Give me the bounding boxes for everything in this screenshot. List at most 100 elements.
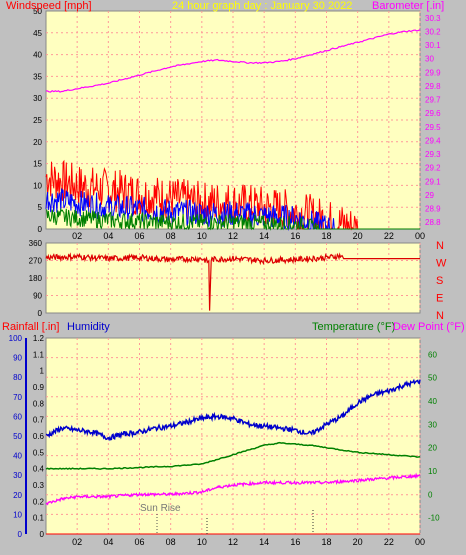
rain-tick-label: 0.6: [33, 432, 45, 441]
rain-tick-label: 0: [40, 530, 45, 539]
humidity-tick-label: 90: [13, 354, 22, 363]
rain-tick-label: 1.2: [33, 334, 45, 343]
hour-axis-ticks-top: 02 04 06 08 10 12 14 16 18 20 22 00: [72, 231, 425, 241]
barometer-tick-label: 29.8: [425, 82, 441, 91]
wind-tick-label: 15: [33, 160, 42, 169]
rain-tick-label: 1.1: [33, 350, 45, 359]
barometer-tick-label: 29.3: [425, 150, 441, 159]
wind-tick-label: 20: [33, 138, 42, 147]
barometer-line: [45, 29, 421, 93]
temperature-line: [45, 441, 421, 470]
rain-tick-label: 0.8: [33, 399, 45, 408]
direction-tick-label: 180: [29, 274, 43, 283]
rain-tick-label: 0.1: [33, 514, 45, 523]
barometer-tick-label: 30.1: [425, 41, 441, 50]
wind-tick-label: 5: [38, 203, 43, 212]
hour-tick-label: 12: [228, 537, 238, 547]
barometer-tick-label: 29.1: [425, 177, 441, 186]
hour-tick-label: 02: [72, 231, 82, 241]
temperature-tick-label: 30: [428, 420, 437, 429]
hour-tick-label: 18: [321, 231, 331, 241]
hour-tick-label: 20: [353, 231, 363, 241]
temperature-label: Temperature (°F): [312, 321, 395, 333]
sunrise-label: Sun Rise: [140, 503, 181, 514]
wind-tick-label: 35: [33, 72, 42, 81]
humidity-tick-label: 40: [13, 452, 22, 461]
humidity-tick-label: 10: [13, 510, 22, 519]
rain-tick-label: 0.7: [33, 416, 45, 425]
hour-tick-label: 00: [415, 537, 425, 547]
hour-tick-label: 02: [72, 537, 82, 547]
barometer-tick-label: 30: [425, 55, 434, 64]
barometer-tick-label: 28.9: [425, 205, 441, 214]
temperature-tick-label: -10: [428, 514, 440, 523]
hour-tick-label: 22: [384, 231, 394, 241]
rainfall-label: Rainfall [.in]: [2, 321, 59, 333]
wind-tick-label: 10: [33, 181, 42, 190]
compass-label: E: [436, 293, 443, 305]
barometer-tick-label: 28.8: [425, 218, 441, 227]
hour-tick-label: 10: [197, 537, 207, 547]
hour-tick-label: 04: [103, 537, 113, 547]
barometer-tick-label: 29.2: [425, 164, 441, 173]
barometer-label: Barometer [.in]: [372, 0, 444, 12]
hour-tick-label: 12: [228, 231, 238, 241]
rain-tick-label: 0.5: [33, 448, 45, 457]
barometer-tick-label: 29.5: [425, 123, 441, 132]
humidity-label: Humidity: [67, 321, 110, 333]
barometer-tick-label: 29.7: [425, 96, 441, 105]
barometer-tick-label: 29: [425, 191, 434, 200]
humidity-tick-label: 20: [13, 491, 22, 500]
hour-tick-label: 06: [134, 231, 144, 241]
hour-tick-label: 08: [166, 231, 176, 241]
barometer-axis-ticks: 30.3 30.2 30.1 30 29.9 29.8 29.7 29.6 29.5 29.4 29…: [425, 14, 441, 227]
wind-series: [45, 29, 421, 231]
dewpoint-label: Dew Point (°F): [393, 321, 465, 333]
hour-tick-label: 14: [259, 231, 269, 241]
hour-tick-label: 08: [166, 537, 176, 547]
hour-tick-label: 00: [415, 231, 425, 241]
hour-tick-label: 10: [197, 231, 207, 241]
compass-label: N: [436, 310, 444, 322]
humidity-tick-label: 30: [13, 471, 22, 480]
humidity-tick-label: 50: [13, 432, 22, 441]
wind-grid: [46, 11, 421, 229]
humidity-tick-label: 100: [9, 334, 23, 343]
hour-tick-label: 22: [384, 537, 394, 547]
temperature-tick-label: 40: [428, 397, 437, 406]
climate-series: [45, 378, 421, 535]
humidity-tick-label: 80: [13, 373, 22, 382]
barometer-tick-label: 29.9: [425, 68, 441, 77]
compass-label: N: [436, 240, 444, 252]
hour-tick-label: 04: [103, 231, 113, 241]
hour-tick-label: 14: [259, 537, 269, 547]
humidity-line: [45, 378, 421, 442]
direction-tick-label: 270: [29, 257, 43, 266]
temperature-tick-label: 10: [428, 467, 437, 476]
rain-tick-label: 0.2: [33, 497, 45, 506]
hour-tick-label: 06: [134, 537, 144, 547]
wind-tick-label: 25: [33, 116, 42, 125]
hour-tick-label: 16: [290, 537, 300, 547]
direction-tick-label: 90: [33, 292, 42, 301]
chart-title: 24 hour graph day : January 30 2022: [172, 0, 352, 12]
dewpoint-line: [45, 472, 421, 506]
barometer-tick-label: 30.2: [425, 27, 441, 36]
wind-tick-label: 45: [33, 29, 42, 38]
humidity-tick-label: 60: [13, 412, 22, 421]
hour-tick-label: 16: [290, 231, 300, 241]
humidity-tick-label: 0: [18, 530, 23, 539]
climate-grid: [46, 338, 421, 534]
barometer-tick-label: 30.3: [425, 14, 441, 23]
hour-tick-label: 18: [321, 537, 331, 547]
temperature-tick-label: 20: [428, 444, 437, 453]
rain-tick-label: 1: [40, 367, 45, 376]
wind-tick-label: 30: [33, 94, 42, 103]
wind-tick-label: 0: [38, 225, 43, 234]
windspeed-label: Windspeed [mph]: [6, 0, 92, 12]
humidity-tick-label: 70: [13, 393, 22, 402]
compass-label: S: [436, 275, 443, 287]
